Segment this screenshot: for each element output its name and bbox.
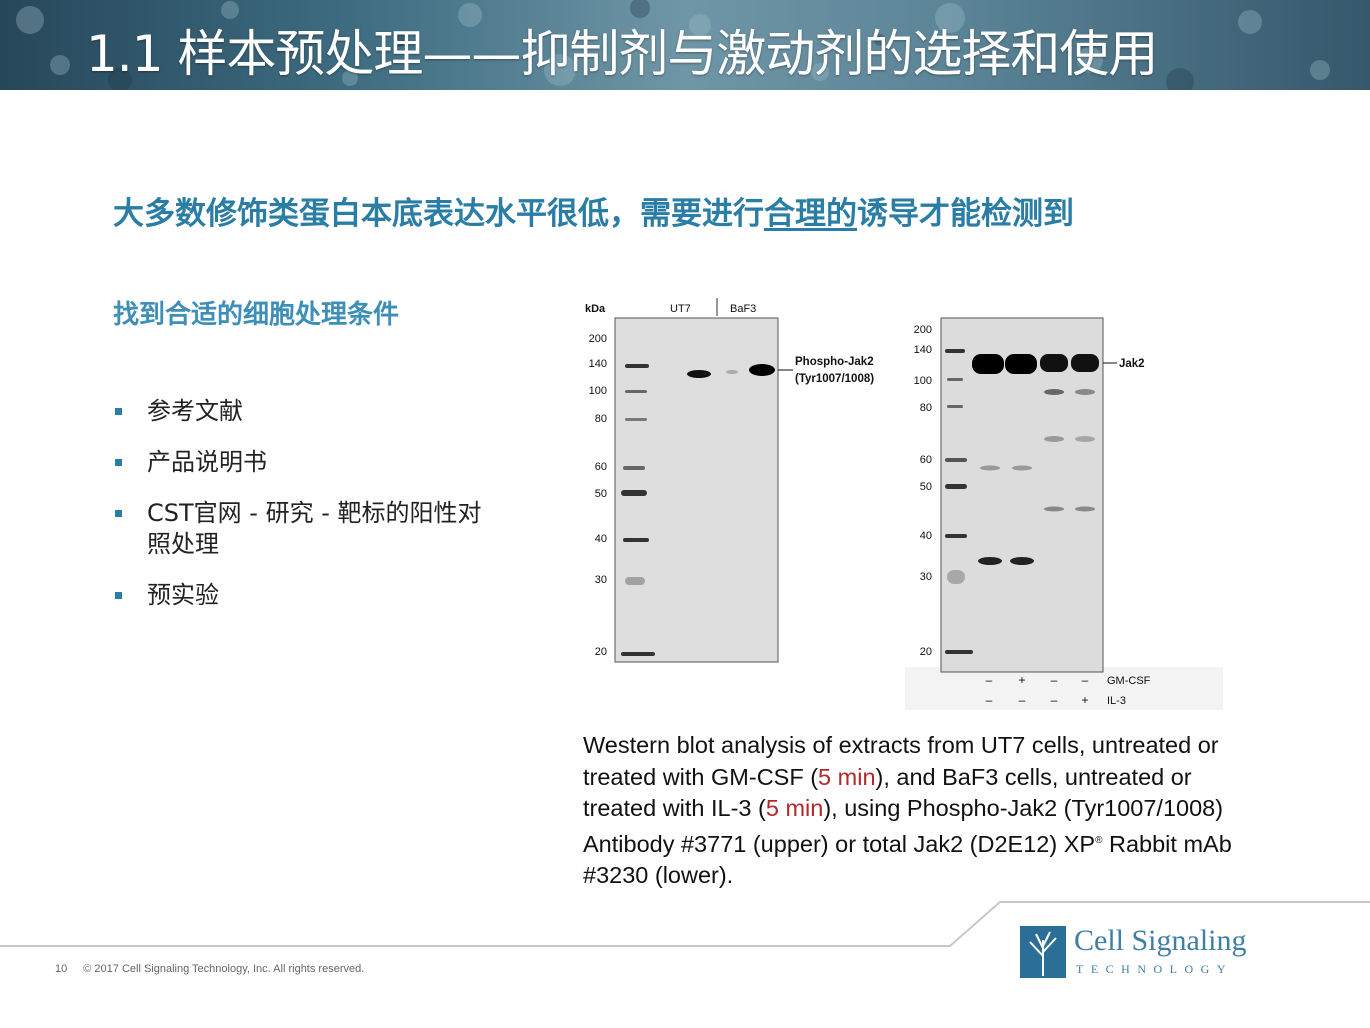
marker-label: 60 — [920, 454, 932, 466]
marker-label: 80 — [920, 402, 932, 414]
treatment-label-il3: IL-3 — [1107, 695, 1126, 707]
marker-label: 100 — [914, 375, 932, 387]
treatment-sign: – — [986, 693, 993, 707]
marker-label: 30 — [920, 571, 932, 583]
bullet-square-icon — [115, 592, 122, 599]
marker-label: 50 — [595, 488, 607, 500]
treatment-sign: – — [1019, 693, 1026, 707]
treatment-sign: – — [1082, 673, 1089, 687]
bullet-item: 预实验 — [113, 580, 493, 611]
logo-subtitle: TECHNOLOGY — [1076, 962, 1233, 976]
marker-label: 140 — [589, 358, 607, 370]
marker-label: 200 — [914, 324, 932, 336]
section-heading: 找到合适的细胞处理条件 — [113, 300, 400, 330]
caption-time-2: 5 min — [765, 795, 824, 821]
western-blot-left: kDa UT7 BaF3 200 140 100 80 60 50 40 30 … — [585, 298, 874, 663]
treatment-sign: – — [986, 673, 993, 687]
marker-label: 20 — [595, 646, 607, 658]
marker-label: 30 — [595, 574, 607, 586]
footer: 10 © 2017 Cell Signaling Technology, Inc.… — [55, 963, 364, 975]
tree-logo-icon — [1020, 926, 1066, 978]
page-title: 1.1 样本预处理——抑制剂与激动剂的选择和使用 — [86, 25, 1158, 83]
western-blot-right: 200 140 100 80 60 50 40 30 20 Jak2 — [905, 317, 1223, 710]
bullet-square-icon — [115, 510, 122, 517]
marker-label: 20 — [920, 646, 932, 658]
treatment-label-gm-csf: GM-CSF — [1107, 675, 1151, 687]
treatment-sign: + — [1018, 673, 1025, 687]
bands-left — [687, 364, 775, 378]
lane-label-baf3: BaF3 — [730, 303, 756, 315]
subtitle-underlined: 合理的 — [764, 196, 857, 232]
bullet-list: 参考文献 产品说明书 CST官网 - 研究 - 靶标的阳性对照处理 预实验 — [113, 396, 493, 631]
marker-label: 200 — [589, 333, 607, 345]
bullet-item: 参考文献 — [113, 396, 493, 427]
figure-caption: Western blot analysis of extracts from U… — [583, 732, 1232, 888]
band-label-tyr: (Tyr1007/1008) — [795, 373, 874, 385]
bands-right — [972, 354, 1099, 565]
header-banner: 1.1 样本预处理——抑制剂与激动剂的选择和使用 — [0, 0, 1370, 90]
logo-name: Cell Signaling — [1074, 924, 1247, 957]
bullet-item: CST官网 - 研究 - 靶标的阳性对照处理 — [113, 498, 493, 560]
treatment-sign: – — [1051, 693, 1058, 707]
treatment-sign: – — [1051, 673, 1058, 687]
marker-label: 50 — [920, 481, 932, 493]
caption-time-1: 5 min — [818, 763, 876, 790]
subtitle-part2: 诱导才能检测到 — [857, 196, 1074, 232]
kda-label: kDa — [585, 303, 606, 315]
marker-label: 100 — [589, 385, 607, 397]
subtitle: 大多数修饰类蛋白本底表达水平很低，需要进行合理的诱导才能检测到 — [113, 188, 1074, 233]
page-number: 10 — [55, 963, 68, 975]
copyright: © 2017 Cell Signaling Technology, Inc. A… — [83, 963, 365, 975]
marker-label: 40 — [920, 530, 932, 542]
subtitle-part1: 大多数修饰类蛋白本底表达水平很低，需要进行 — [113, 196, 764, 232]
cst-logo: Cell Signaling TECHNOLOGY — [1020, 924, 1280, 984]
band-label-phospho-jak2: Phospho-Jak2 — [795, 356, 874, 368]
marker-label: 40 — [595, 533, 607, 545]
treatment-sign: + — [1081, 693, 1088, 707]
band-label-jak2: Jak2 — [1119, 358, 1145, 370]
bullet-item: 产品说明书 — [113, 447, 493, 478]
marker-label: 140 — [914, 344, 932, 356]
banner-texture — [16, 0, 1330, 90]
blot-membrane-right — [940, 317, 1104, 673]
lane-label-ut7: UT7 — [670, 303, 691, 315]
marker-label: 60 — [595, 461, 607, 473]
registered-mark: ® — [1095, 834, 1103, 846]
marker-label: 80 — [595, 413, 607, 425]
bullet-square-icon — [115, 408, 122, 415]
footer-divider — [0, 901, 1370, 947]
bullet-square-icon — [115, 459, 122, 466]
